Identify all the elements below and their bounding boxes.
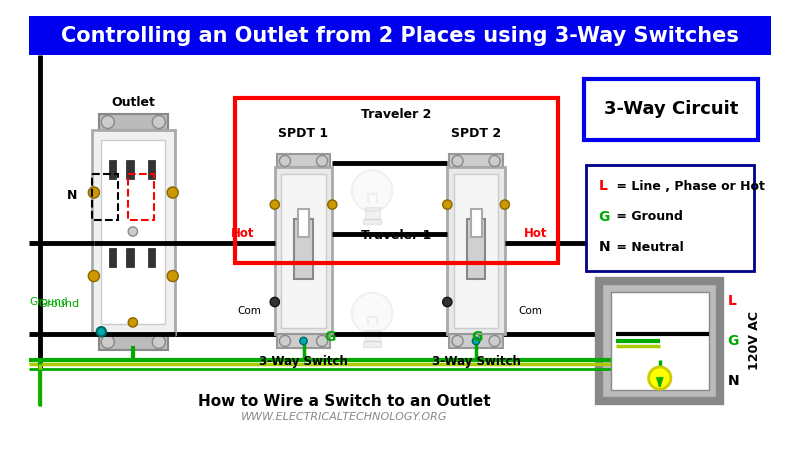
- Text: Hot: Hot: [524, 227, 547, 240]
- Text: 3-Way Switch: 3-Way Switch: [259, 355, 348, 368]
- Text: 3-Way Circuit: 3-Way Circuit: [604, 100, 738, 118]
- Circle shape: [128, 227, 138, 236]
- Bar: [363, 341, 382, 346]
- Text: L: L: [598, 179, 607, 193]
- Circle shape: [102, 335, 114, 348]
- Circle shape: [152, 116, 166, 129]
- Bar: [454, 174, 498, 328]
- Bar: [128, 174, 154, 220]
- Text: = Ground: = Ground: [611, 210, 682, 223]
- Text: L: L: [727, 294, 736, 308]
- Text: Traveler 2: Traveler 2: [361, 108, 431, 121]
- Bar: [274, 167, 332, 334]
- Bar: [235, 98, 558, 263]
- Circle shape: [300, 337, 307, 345]
- Text: G: G: [727, 334, 739, 348]
- Circle shape: [152, 335, 166, 348]
- Circle shape: [489, 155, 500, 166]
- Circle shape: [500, 200, 510, 209]
- Circle shape: [270, 297, 279, 306]
- Text: = Neutral: = Neutral: [611, 241, 683, 254]
- Bar: [298, 209, 309, 237]
- Bar: [363, 219, 382, 224]
- Circle shape: [279, 335, 290, 346]
- Circle shape: [88, 187, 99, 198]
- Circle shape: [489, 335, 500, 346]
- Bar: [92, 130, 174, 333]
- Text: Hot: Hot: [230, 227, 254, 240]
- Text: N: N: [598, 240, 610, 254]
- Circle shape: [452, 335, 463, 346]
- Bar: [277, 334, 330, 348]
- Bar: [148, 248, 155, 267]
- Text: Ground: Ground: [30, 297, 68, 307]
- Text: Controlling an Outlet from 2 Places using 3-Way Switches: Controlling an Outlet from 2 Places usin…: [61, 26, 739, 46]
- Bar: [365, 330, 379, 341]
- Bar: [92, 174, 118, 220]
- Bar: [449, 153, 503, 167]
- Circle shape: [649, 367, 671, 389]
- Bar: [98, 114, 168, 130]
- Circle shape: [270, 200, 279, 209]
- Circle shape: [352, 292, 393, 333]
- Text: G: G: [324, 330, 335, 344]
- Circle shape: [279, 155, 290, 166]
- Bar: [126, 160, 134, 179]
- Circle shape: [328, 200, 337, 209]
- Bar: [294, 219, 313, 279]
- Text: SPDT 1: SPDT 1: [278, 126, 329, 140]
- Text: 120V AC: 120V AC: [748, 311, 761, 370]
- Text: Com: Com: [237, 306, 261, 316]
- Text: N: N: [67, 189, 77, 202]
- Circle shape: [452, 155, 463, 166]
- Bar: [277, 153, 330, 167]
- Bar: [98, 333, 168, 350]
- Bar: [447, 167, 505, 334]
- Bar: [599, 281, 720, 401]
- Bar: [470, 209, 482, 237]
- Bar: [584, 79, 758, 140]
- Text: How to Wire a Switch to an Outlet: How to Wire a Switch to an Outlet: [198, 394, 490, 409]
- Circle shape: [167, 270, 178, 282]
- Text: Com: Com: [518, 306, 542, 316]
- Text: Traveler 1: Traveler 1: [361, 229, 431, 242]
- Text: SPDT 2: SPDT 2: [451, 126, 501, 140]
- Text: N: N: [727, 374, 739, 388]
- Circle shape: [88, 270, 99, 282]
- Bar: [29, 16, 771, 55]
- Text: Ground: Ground: [39, 299, 80, 309]
- Bar: [466, 219, 486, 279]
- Bar: [109, 160, 116, 179]
- Circle shape: [442, 200, 452, 209]
- Bar: [102, 140, 166, 324]
- Bar: [365, 207, 379, 219]
- Bar: [148, 160, 155, 179]
- Bar: [126, 248, 134, 267]
- Bar: [109, 248, 116, 267]
- Bar: [610, 292, 709, 390]
- Bar: [449, 334, 503, 348]
- Circle shape: [472, 337, 480, 345]
- Bar: [282, 174, 326, 328]
- Text: G: G: [471, 330, 483, 344]
- Text: WWW.ELECTRICALTECHNOLOGY.ORG: WWW.ELECTRICALTECHNOLOGY.ORG: [241, 412, 447, 422]
- Circle shape: [97, 327, 106, 336]
- Circle shape: [128, 318, 138, 327]
- Circle shape: [102, 116, 114, 129]
- Circle shape: [317, 335, 328, 346]
- Circle shape: [317, 155, 328, 166]
- Text: 3-Way Switch: 3-Way Switch: [432, 355, 521, 368]
- Circle shape: [352, 170, 393, 211]
- Bar: [586, 165, 754, 271]
- Text: G: G: [598, 210, 610, 224]
- Text: Outlet: Outlet: [111, 96, 154, 109]
- Text: = Line , Phase or Hot: = Line , Phase or Hot: [611, 180, 764, 193]
- Circle shape: [167, 187, 178, 198]
- Circle shape: [442, 297, 452, 306]
